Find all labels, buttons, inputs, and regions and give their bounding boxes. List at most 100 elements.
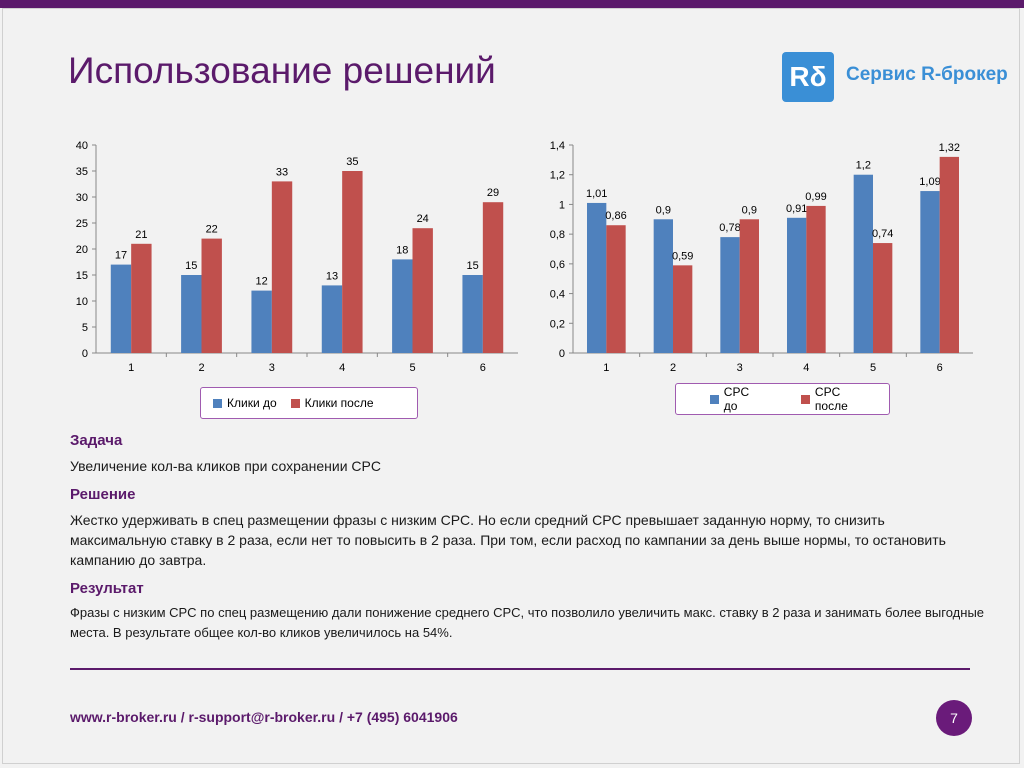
result-text: Фразы с низким CPC по спец размещению да… — [70, 605, 985, 640]
bar — [251, 290, 272, 353]
bar — [181, 275, 202, 353]
data-label: 13 — [326, 270, 338, 282]
footer-contacts: www.r-broker.ru / r-support@r-broker.ru … — [70, 709, 458, 725]
x-tick-label: 1 — [603, 362, 609, 374]
bar — [482, 202, 504, 353]
y-tick-label: 35 — [76, 166, 88, 178]
data-label: 0,59 — [672, 250, 693, 262]
bar — [873, 243, 893, 353]
bar — [939, 156, 959, 353]
bar — [720, 237, 740, 353]
y-tick-label: 1,4 — [550, 140, 565, 152]
legend-label: Клики после — [304, 396, 374, 410]
legend-swatch — [801, 394, 810, 404]
y-tick-label: 1,2 — [550, 170, 565, 182]
y-tick-label: 0 — [82, 348, 88, 360]
data-label: 0,9 — [742, 204, 757, 216]
data-label: 1,01 — [586, 188, 607, 200]
task-text: Увеличение кол-ва кликов при сохранении … — [70, 458, 381, 474]
slide-frame — [2, 8, 1020, 764]
data-label: 24 — [417, 213, 429, 225]
data-label: 0,99 — [805, 191, 826, 203]
x-tick-label: 3 — [737, 362, 743, 374]
bar — [673, 265, 693, 353]
legend-label: CPC до — [723, 385, 750, 413]
data-label: 35 — [346, 156, 358, 168]
x-tick-label: 6 — [937, 362, 943, 374]
y-tick-label: 10 — [76, 296, 88, 308]
y-tick-label: 30 — [76, 192, 88, 204]
logo-text: Сервис R-брокер — [846, 64, 1008, 85]
data-label: 17 — [115, 250, 127, 262]
y-tick-label: 25 — [76, 218, 88, 230]
legend-item: Клики до — [213, 396, 277, 410]
data-label: 0,74 — [872, 228, 893, 240]
logo-icon: Rδ — [782, 52, 834, 102]
data-label: 18 — [396, 244, 408, 256]
data-label: 1,09 — [919, 176, 940, 188]
bar — [462, 275, 483, 353]
data-label: 22 — [206, 224, 218, 236]
legend-item: Клики после — [290, 396, 374, 410]
bar — [342, 171, 363, 353]
y-tick-label: 20 — [76, 244, 88, 256]
bar — [853, 174, 873, 353]
cpc-chart: 0 0,2 0,4 0,6 0,8 1 1,2 1,4 1 1,01 0,86 2 0,9 0,59 3 0,… — [550, 140, 973, 374]
page-number: 7 — [936, 700, 972, 736]
clicks-chart: 0 5 10 15 20 25 30 35 40 1 17 21 2 15 22 3 12 33 4 13 35 5 18 2… — [76, 140, 518, 374]
data-label: 0,91 — [786, 203, 807, 215]
bar — [321, 285, 343, 353]
legend-item: CPC до — [710, 385, 765, 413]
y-tick-label: 1 — [559, 199, 565, 211]
bar — [110, 264, 132, 353]
cpc-legend: CPC до CPC после — [675, 383, 890, 415]
data-label: 15 — [185, 260, 197, 272]
y-tick-label: 0,2 — [550, 318, 565, 330]
bar — [806, 205, 826, 353]
bar — [920, 191, 940, 353]
bar — [201, 238, 222, 353]
solution-heading: Решение — [70, 486, 136, 503]
data-label: 29 — [487, 187, 499, 199]
footer-divider — [70, 668, 970, 670]
data-label: 12 — [256, 276, 268, 288]
bar — [412, 228, 433, 353]
x-tick-label: 4 — [339, 362, 345, 374]
bar — [392, 259, 413, 353]
slide-title: Использование решений — [68, 50, 496, 91]
data-label: 0,86 — [605, 210, 626, 222]
x-tick-label: 4 — [803, 362, 809, 374]
x-tick-label: 3 — [269, 362, 275, 374]
y-tick-label: 0,4 — [550, 289, 565, 301]
data-label: 1,32 — [939, 142, 960, 154]
legend-swatch — [213, 398, 222, 408]
data-label: 33 — [276, 166, 288, 178]
legend-label: Клики до — [227, 396, 277, 410]
y-tick-label: 15 — [76, 270, 88, 282]
bar — [653, 219, 673, 353]
legend-item: CPC после — [801, 385, 875, 413]
result-heading: Результат — [70, 580, 144, 597]
data-label: 0,78 — [719, 222, 740, 234]
data-label: 21 — [135, 229, 147, 241]
bar — [787, 217, 807, 353]
clicks-legend: Клики до Клики после — [200, 387, 418, 419]
y-tick-label: 0 — [559, 348, 565, 360]
y-tick-label: 0,8 — [550, 229, 565, 241]
task-heading: Задача — [70, 432, 123, 449]
legend-swatch — [710, 394, 719, 404]
legend-swatch — [290, 398, 300, 408]
bar — [131, 243, 152, 353]
y-tick-label: 5 — [82, 322, 88, 334]
data-label: 15 — [467, 260, 479, 272]
x-tick-label: 5 — [870, 362, 876, 374]
y-tick-label: 40 — [76, 140, 88, 152]
legend-label: CPC после — [814, 385, 848, 413]
x-tick-label: 6 — [480, 362, 486, 374]
y-tick-label: 0,6 — [550, 259, 565, 271]
bar — [606, 225, 626, 353]
x-tick-label: 1 — [128, 362, 134, 374]
data-label: 1,2 — [856, 160, 871, 172]
data-label: 0,9 — [656, 204, 671, 216]
bar — [271, 181, 293, 353]
